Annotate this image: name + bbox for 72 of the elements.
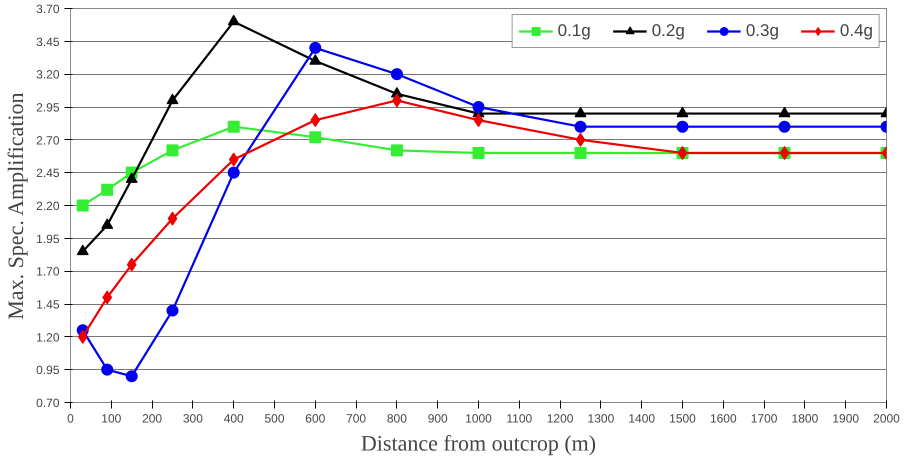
x-tick-label: 1000 <box>465 412 492 426</box>
y-tick-label: 2.20 <box>36 199 60 213</box>
y-tick-label: 3.20 <box>36 68 60 82</box>
point <box>78 330 88 344</box>
y-tick-label: 1.20 <box>36 330 60 344</box>
y-tick-label: 2.45 <box>36 166 60 180</box>
point <box>76 200 89 212</box>
point <box>778 120 790 133</box>
y-tick-label: 1.70 <box>36 264 60 279</box>
point <box>228 152 239 167</box>
point <box>574 146 586 159</box>
point <box>76 244 89 256</box>
x-tick-label: 400 <box>224 412 244 426</box>
x-tick-label: 100 <box>101 412 122 426</box>
point <box>574 120 586 133</box>
point <box>310 113 320 128</box>
point <box>472 101 484 113</box>
point <box>676 106 688 118</box>
point <box>101 364 114 376</box>
y-tick-label: 0.70 <box>36 396 60 410</box>
point <box>101 184 114 196</box>
point <box>166 304 178 317</box>
point <box>309 42 322 54</box>
y-tick-label: 1.45 <box>36 298 60 312</box>
point <box>574 106 586 118</box>
legend-label: 0.1g <box>558 21 591 41</box>
x-tick-label: 1300 <box>588 412 615 426</box>
point <box>228 120 240 133</box>
x-tick-label: 900 <box>428 412 448 426</box>
point <box>676 120 688 133</box>
x-tick-label: 0 <box>67 412 74 426</box>
point <box>228 14 240 26</box>
point <box>228 166 240 179</box>
point <box>472 146 484 159</box>
x-tick-label: 1100 <box>506 412 533 426</box>
legend-label: 0.2g <box>652 21 685 41</box>
point <box>166 144 178 156</box>
y-tick-label: 1.95 <box>36 232 60 246</box>
x-tick-label: 700 <box>346 412 366 426</box>
y-tick-label: 3.45 <box>36 34 60 49</box>
point <box>126 258 137 272</box>
point <box>309 131 322 144</box>
x-tick-label: 1200 <box>546 412 574 426</box>
point <box>166 94 178 104</box>
point <box>309 54 322 65</box>
y-tick-label: 3.70 <box>36 2 60 16</box>
x-tick-label: 200 <box>142 412 162 426</box>
x-tick-label: 300 <box>182 412 204 426</box>
x-tick-label: 1800 <box>792 412 819 426</box>
point <box>101 218 114 229</box>
point <box>778 106 790 118</box>
x-tick-label: 1900 <box>832 412 860 426</box>
point <box>390 144 403 156</box>
x-tick-label: 1700 <box>750 412 778 426</box>
y-tick-label: 0.95 <box>36 363 60 378</box>
point <box>102 290 112 304</box>
x-tick-label: 600 <box>305 412 326 426</box>
x-tick-label: 1500 <box>669 412 696 426</box>
legend-label: 0.4g <box>840 21 873 41</box>
point <box>390 68 403 80</box>
y-tick-label: 2.70 <box>36 133 60 148</box>
x-tick-label: 1600 <box>710 412 737 426</box>
x-tick-label: 500 <box>264 412 285 426</box>
legend-label: 0.3g <box>746 21 779 41</box>
x-tick-label: 1400 <box>628 412 656 426</box>
x-axis-title: Distance from outcrop (m) <box>360 430 596 456</box>
x-tick-label: 2000 <box>873 412 900 426</box>
x-tick-label: 800 <box>386 412 408 426</box>
point <box>126 172 138 183</box>
y-axis-title: Max. Spec. Amplification <box>3 92 28 320</box>
point <box>126 370 138 382</box>
y-tick-label: 2.95 <box>36 100 60 114</box>
